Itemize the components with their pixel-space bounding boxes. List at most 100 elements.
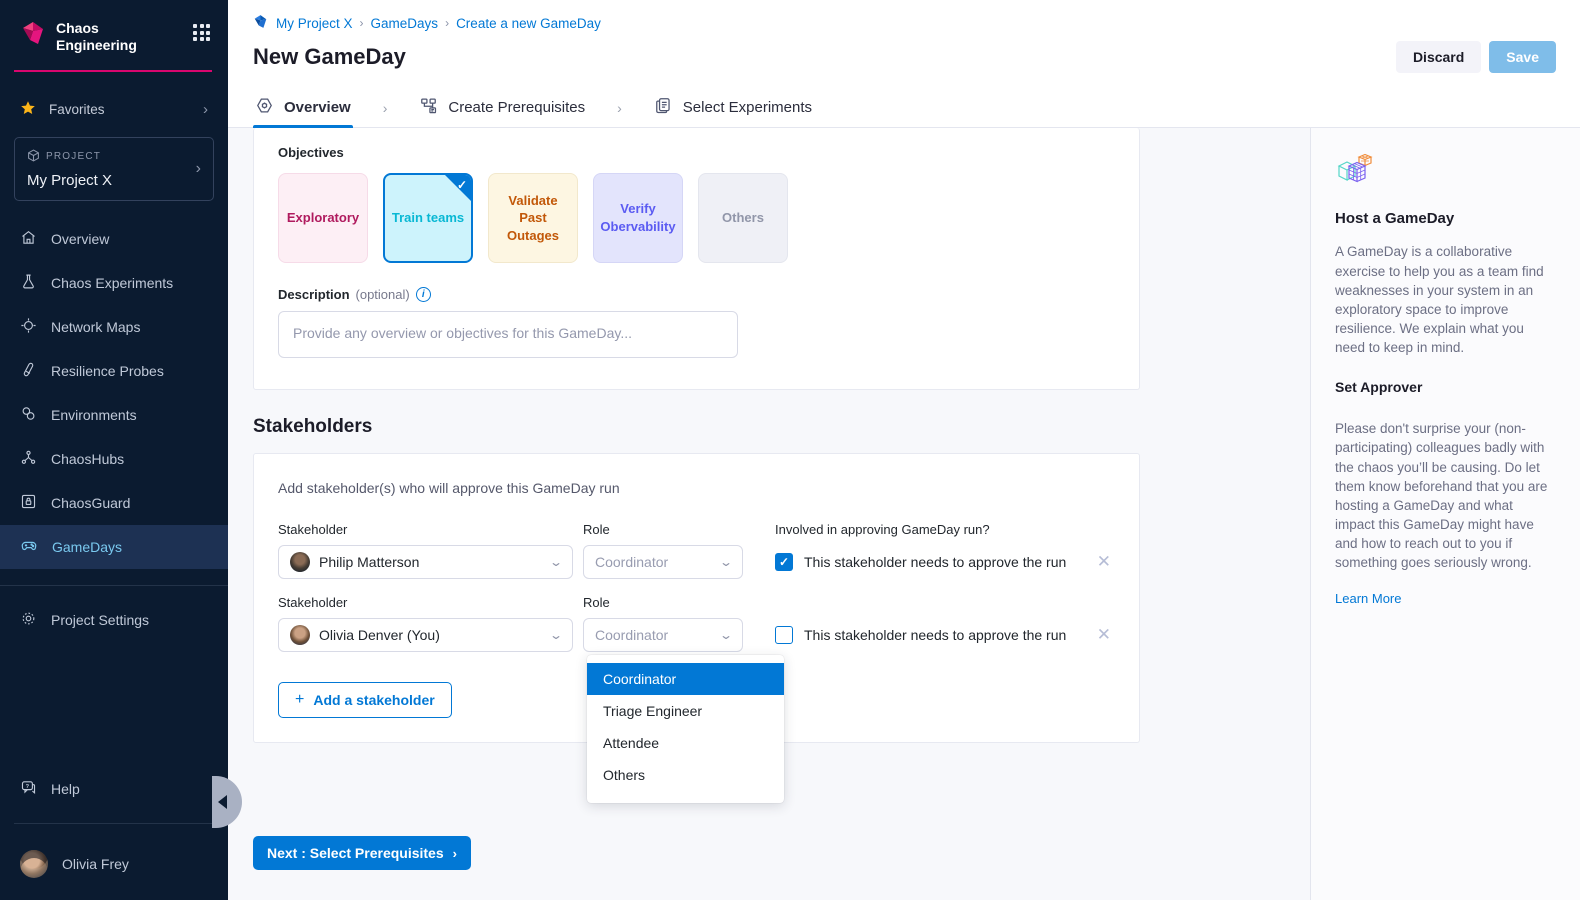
stakeholders-card: Add stakeholder(s) who will approve this… — [253, 453, 1140, 803]
close-icon[interactable]: ✕ — [1096, 552, 1111, 571]
divider — [0, 584, 228, 586]
objectives-card: Objectives Exploratory Train teams ✓ Val… — [253, 128, 1140, 390]
project-selector[interactable]: PROJECT My Project X › — [14, 136, 214, 201]
tab-overview[interactable]: Overview — [253, 88, 353, 128]
check-icon: ✓ — [456, 178, 467, 192]
help-subtitle: Set Approver — [1335, 379, 1423, 396]
objective-others[interactable]: Others — [698, 173, 788, 263]
sidebar-item-favorites[interactable]: Favorites › — [0, 100, 228, 119]
objective-train-teams[interactable]: Train teams ✓ — [383, 173, 473, 263]
breadcrumb-separator: › — [445, 16, 450, 30]
help-paragraph: Please don't surprise your (non-particip… — [1335, 421, 1548, 571]
lock-icon — [20, 493, 37, 513]
objective-verify-observability[interactable]: Verify Obervability — [593, 173, 683, 263]
main-area: My Project X › GameDays › Create a new G… — [228, 0, 1580, 900]
chevron-right-icon: › — [382, 99, 388, 116]
tab-select-experiments[interactable]: Select Experiments — [652, 88, 814, 127]
approve-checkbox[interactable] — [775, 626, 793, 644]
stakeholders-heading: Stakeholders — [253, 416, 373, 437]
breadcrumb-gamedays[interactable]: GameDays — [370, 15, 439, 31]
page-header: My Project X › GameDays › Create a new G… — [228, 0, 1580, 88]
divider — [14, 823, 214, 824]
sidebar-item-chaoshubs[interactable]: ChaosHubs — [0, 437, 228, 481]
step-tabs: Overview › Create Prerequisites › Select… — [228, 88, 1580, 128]
sidebar-item-resilience-probes[interactable]: Resilience Probes — [0, 349, 228, 393]
tab-create-prerequisites[interactable]: Create Prerequisites — [417, 88, 587, 127]
role-option-attendee[interactable]: Attendee — [603, 735, 660, 751]
breadcrumb: My Project X › GameDays › Create a new G… — [253, 14, 1556, 32]
role-column-label: Role — [583, 595, 610, 610]
next-button[interactable]: Next : Select Prerequisites › — [253, 836, 471, 870]
project-cube-icon — [27, 149, 40, 165]
sidebar-item-gamedays[interactable]: GameDays — [0, 524, 228, 569]
stakeholders-note: Add stakeholder(s) who will approve this… — [278, 480, 620, 496]
chevron-right-icon: › — [195, 159, 201, 177]
role-column-label: Role — [583, 522, 610, 537]
stakeholder-select[interactable]: Philip Matterson ⌄ — [278, 545, 573, 579]
overview-tab-icon — [255, 96, 274, 119]
hub-icon — [20, 449, 37, 469]
chevron-down-icon: ⌄ — [548, 628, 564, 642]
role-option-triage-engineer[interactable]: Triage Engineer — [603, 703, 703, 719]
sidebar-item-project-settings[interactable]: Project Settings — [0, 598, 228, 642]
sidebar-item-environments[interactable]: Environments — [0, 393, 228, 437]
flask-icon — [20, 273, 37, 293]
brand: Chaos Engineering — [0, 0, 228, 54]
chevron-down-icon: ⌄ — [548, 555, 564, 569]
help-icon: ? — [20, 779, 37, 799]
sidebar-item-chaosguard[interactable]: ChaosGuard — [0, 481, 228, 525]
objective-validate-past-outages[interactable]: Validate Past Outages — [488, 173, 578, 263]
chevron-down-icon: ⌄ — [718, 628, 734, 642]
sidebar-nav: Overview Chaos Experiments Network Maps … — [0, 217, 228, 569]
sidebar-item-help[interactable]: ? Help — [0, 767, 228, 811]
objective-exploratory[interactable]: Exploratory — [278, 173, 368, 263]
plus-icon: + — [295, 691, 305, 708]
role-option-coordinator[interactable]: Coordinator — [587, 663, 784, 695]
sidebar-item-network-maps[interactable]: Network Maps — [0, 305, 228, 349]
breadcrumb-current[interactable]: Create a new GameDay — [456, 15, 601, 31]
stakeholder-select[interactable]: Olivia Denver (You) ⌄ — [278, 618, 573, 652]
avatar — [290, 552, 310, 572]
chevron-down-icon: ⌄ — [718, 555, 734, 569]
home-icon — [20, 229, 37, 249]
role-dropdown: Coordinator Triage Engineer Attendee Oth… — [587, 655, 784, 803]
objectives-label: Objectives — [278, 145, 344, 160]
breadcrumb-project[interactable]: My Project X — [276, 15, 353, 31]
close-icon[interactable]: ✕ — [1096, 625, 1111, 644]
project-label: PROJECT — [46, 151, 102, 163]
stakeholder-column-label: Stakeholder — [278, 522, 348, 537]
cubes-icon — [1335, 153, 1375, 191]
role-option-others[interactable]: Others — [603, 767, 646, 783]
description-optional-label: (optional) — [355, 287, 410, 302]
selected-corner — [443, 175, 471, 203]
svg-text:?: ? — [26, 784, 30, 790]
learn-more-link[interactable]: Learn More — [1335, 590, 1402, 606]
chevron-right-icon: › — [203, 100, 208, 118]
project-name: My Project X — [27, 171, 113, 189]
help-title: Host a GameDay — [1335, 210, 1455, 228]
probe-icon — [20, 361, 37, 381]
discard-button[interactable]: Discard — [1395, 41, 1482, 73]
network-icon — [20, 317, 37, 337]
apps-grid-icon[interactable] — [193, 24, 210, 41]
sidebar-item-overview[interactable]: Overview — [0, 217, 228, 261]
info-icon[interactable]: i — [415, 287, 431, 302]
user-menu[interactable]: Olivia Frey — [0, 836, 228, 900]
save-button[interactable]: Save — [1489, 41, 1556, 73]
form-area: Objectives Exploratory Train teams ✓ Val… — [228, 128, 1310, 900]
sidebar-item-chaos-experiments[interactable]: Chaos Experiments — [0, 261, 228, 305]
environments-icon — [20, 405, 37, 425]
brand-logo-icon — [20, 20, 46, 51]
description-label: Description — [278, 287, 350, 302]
approve-checkbox[interactable]: ✓ — [775, 553, 793, 571]
help-paragraph: A GameDay is a collaborative exercise to… — [1335, 244, 1544, 356]
stakeholder-column-label: Stakeholder — [278, 595, 348, 610]
description-input[interactable] — [278, 311, 738, 358]
experiments-tab-icon — [654, 96, 673, 119]
role-select[interactable]: Coordinator ⌄ — [583, 545, 743, 579]
role-select[interactable]: Coordinator ⌄ — [583, 618, 743, 652]
prerequisites-tab-icon — [419, 96, 438, 119]
sidebar: Chaos Engineering Favorites › PROJECT My… — [0, 0, 242, 900]
add-stakeholder-button[interactable]: + Add a stakeholder — [278, 682, 452, 718]
stakeholder-row: Philip Matterson ⌄ Coordinator ⌄ ✓ This … — [278, 545, 1115, 579]
